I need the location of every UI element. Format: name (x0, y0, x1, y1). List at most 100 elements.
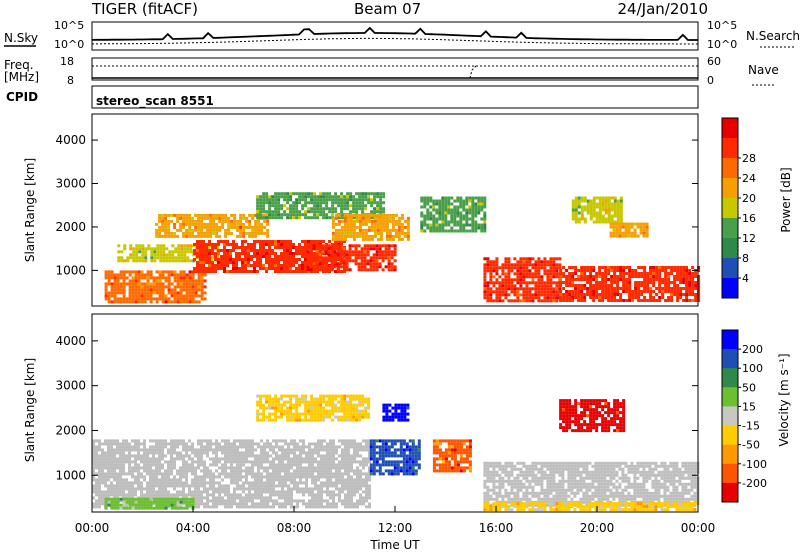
heatmap-cell (609, 231, 613, 235)
heatmap-cell (215, 505, 218, 509)
heatmap-cell (110, 285, 114, 289)
heatmap-cell (206, 448, 209, 452)
heatmap-cell (205, 270, 208, 273)
heatmap-cell (568, 296, 572, 299)
heatmap-cell (292, 213, 296, 217)
heatmap-cell (167, 463, 170, 467)
heatmap-cell (134, 503, 138, 507)
heatmap-cell (224, 442, 227, 446)
heatmap-cell (188, 463, 191, 467)
heatmap-cell (309, 250, 313, 254)
heatmap-cell (128, 487, 131, 491)
heatmap-cell (347, 448, 350, 452)
heatmap-cell (372, 244, 376, 248)
heatmap-cell (450, 211, 454, 215)
heatmap-cell (287, 448, 290, 452)
heatmap-cell (459, 217, 463, 221)
heatmap-cell (373, 198, 377, 202)
heatmap-cell (334, 198, 338, 202)
heatmap-cell (233, 222, 237, 226)
heatmap-cell (628, 272, 632, 275)
heatmap-cell (350, 463, 353, 467)
heatmap-cell (256, 213, 260, 217)
heatmap-cell (173, 288, 177, 292)
heatmap-cell (176, 285, 180, 289)
heatmap-cell (199, 246, 202, 249)
heatmap-cell (315, 265, 319, 269)
heatmap-cell (143, 294, 147, 298)
heatmap-cell (420, 223, 424, 227)
heatmap-cell (697, 284, 701, 287)
heatmap-cell (143, 475, 146, 479)
heatmap-cell (257, 463, 260, 467)
heatmap-cell (110, 273, 114, 277)
heatmap-cell (607, 202, 611, 206)
heatmap-cell (613, 287, 617, 290)
heatmap-cell (336, 268, 340, 272)
heatmap-cell (341, 460, 344, 464)
heatmap-cell (350, 493, 353, 497)
heatmap-cell (180, 256, 184, 260)
heatmap-cell (314, 466, 317, 470)
heatmap-cell (224, 231, 228, 235)
heatmap-cell (682, 266, 686, 269)
heatmap-cell (289, 264, 292, 267)
heatmap-cell (224, 213, 228, 217)
heatmap-cell (607, 296, 611, 299)
heatmap-cell (101, 457, 104, 461)
heatmap-cell (104, 439, 107, 443)
heatmap-cell (143, 273, 147, 277)
heatmap-cell (134, 448, 137, 452)
heatmap-cell (155, 279, 159, 283)
heatmap-cell (586, 278, 590, 281)
heatmap-cell (295, 246, 298, 249)
heatmap-cell (289, 267, 292, 270)
heatmap-cell (110, 282, 114, 286)
heatmap-cell (592, 290, 596, 293)
heatmap-cell (92, 454, 95, 458)
heatmap-cell (619, 217, 623, 221)
heatmap-cell (299, 466, 302, 470)
heatmap-cell (359, 472, 362, 476)
heatmap-cell (322, 207, 326, 211)
heatmap-cell (327, 244, 331, 248)
heatmap-cell (313, 216, 317, 220)
heatmap-cell (347, 499, 350, 503)
heatmap-cell (95, 448, 98, 452)
heatmap-cell (137, 469, 140, 473)
heatmap-cell (128, 497, 132, 501)
heatmap-cell (223, 261, 226, 264)
heatmap-cell (317, 466, 320, 470)
heatmap-cell (194, 493, 197, 497)
heatmap-cell (598, 272, 602, 275)
heatmap-cell (113, 503, 117, 507)
heatmap-cell (183, 250, 187, 254)
heatmap-cell (311, 502, 314, 506)
heatmap-cell (212, 451, 215, 455)
heatmap-cell (119, 445, 122, 449)
heatmap-cell (308, 460, 311, 464)
heatmap-cell (167, 460, 170, 464)
heatmap-cell (146, 454, 149, 458)
heatmap-cell (189, 250, 193, 254)
heatmap-cell (272, 472, 275, 476)
colorbar-tick-label: 12 (742, 232, 756, 245)
heatmap-cell (265, 258, 268, 261)
heatmap-cell (598, 296, 602, 299)
heatmap-cell (610, 202, 614, 206)
heatmap-cell (260, 439, 263, 443)
heatmap-cell (350, 439, 353, 443)
heatmap-cell (144, 247, 148, 251)
heatmap-cell (277, 246, 280, 249)
heatmap-cell (236, 502, 239, 506)
heatmap-cell (242, 463, 245, 467)
heatmap-cell (361, 198, 365, 202)
heatmap-cell (260, 484, 263, 488)
heatmap-cell (368, 445, 371, 449)
heatmap-cell (200, 273, 204, 277)
heatmap-cell (176, 213, 180, 217)
heatmap-cell (311, 466, 314, 470)
heatmap-cell (574, 287, 578, 290)
heatmap-cell (125, 481, 128, 485)
heatmap-cell (565, 290, 569, 293)
